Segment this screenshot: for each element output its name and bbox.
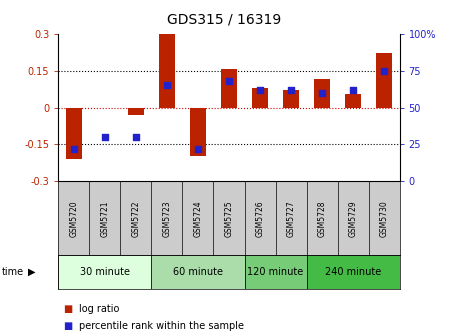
Bar [159, 34, 175, 108]
Text: GSM5725: GSM5725 [224, 200, 233, 237]
Text: GSM5726: GSM5726 [255, 200, 264, 237]
Bar [151, 255, 245, 289]
Bar [128, 108, 144, 115]
Text: ▶: ▶ [28, 267, 36, 277]
Text: time: time [2, 267, 24, 277]
Bar [58, 255, 151, 289]
Text: GSM5728: GSM5728 [317, 200, 326, 237]
Bar [307, 255, 400, 289]
Text: GSM5721: GSM5721 [101, 200, 110, 237]
Bar [66, 108, 82, 159]
Point [163, 83, 171, 88]
Point [380, 68, 387, 73]
Point [101, 134, 109, 140]
Text: GSM5720: GSM5720 [70, 200, 79, 237]
Text: GSM5730: GSM5730 [379, 200, 388, 237]
Text: 60 minute: 60 minute [173, 267, 223, 277]
Bar [345, 94, 361, 108]
Text: 240 minute: 240 minute [325, 267, 381, 277]
Bar [190, 108, 206, 156]
Bar [376, 53, 392, 108]
Point [318, 90, 326, 95]
Point [70, 146, 78, 152]
Point [225, 78, 233, 84]
Bar [245, 255, 307, 289]
Text: percentile rank within the sample: percentile rank within the sample [79, 321, 243, 331]
Bar [221, 69, 237, 108]
Point [132, 134, 140, 140]
Bar [252, 88, 268, 108]
Text: GSM5722: GSM5722 [132, 200, 141, 237]
Text: GSM5723: GSM5723 [163, 200, 172, 237]
Point [287, 87, 295, 92]
Text: GSM5729: GSM5729 [348, 200, 357, 237]
Text: 120 minute: 120 minute [247, 267, 304, 277]
Bar [283, 90, 299, 108]
Text: 30 minute: 30 minute [80, 267, 130, 277]
Point [349, 87, 357, 92]
Text: GDS315 / 16319: GDS315 / 16319 [167, 13, 282, 27]
Point [194, 146, 202, 152]
Text: GSM5724: GSM5724 [194, 200, 202, 237]
Point [256, 87, 264, 92]
Bar [314, 79, 330, 108]
Text: GSM5727: GSM5727 [286, 200, 295, 237]
Text: ■: ■ [63, 321, 72, 331]
Text: log ratio: log ratio [79, 304, 119, 314]
Text: ■: ■ [63, 304, 72, 314]
